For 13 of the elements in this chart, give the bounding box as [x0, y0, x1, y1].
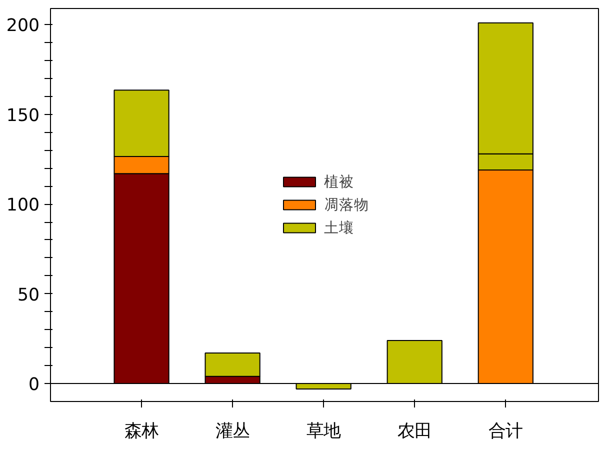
- x-tick-label: 森林: [124, 422, 159, 442]
- x-tick-label: 灌丛: [216, 422, 250, 442]
- y-tick-label: 150: [6, 106, 40, 126]
- y-tick-label: 50: [17, 285, 40, 306]
- y-tick-label: 0: [28, 375, 40, 396]
- x-tick-label: 合计: [488, 422, 523, 442]
- legend-label: 土壤: [324, 218, 354, 237]
- x-tick-label: 草地: [306, 422, 341, 442]
- legend-label: 植被: [324, 172, 354, 191]
- y-tick-label: 200: [6, 16, 40, 36]
- legend-label: 凋落物: [324, 195, 369, 214]
- x-tick-label: 农田: [398, 422, 432, 442]
- y-tick-label: 100: [6, 196, 40, 216]
